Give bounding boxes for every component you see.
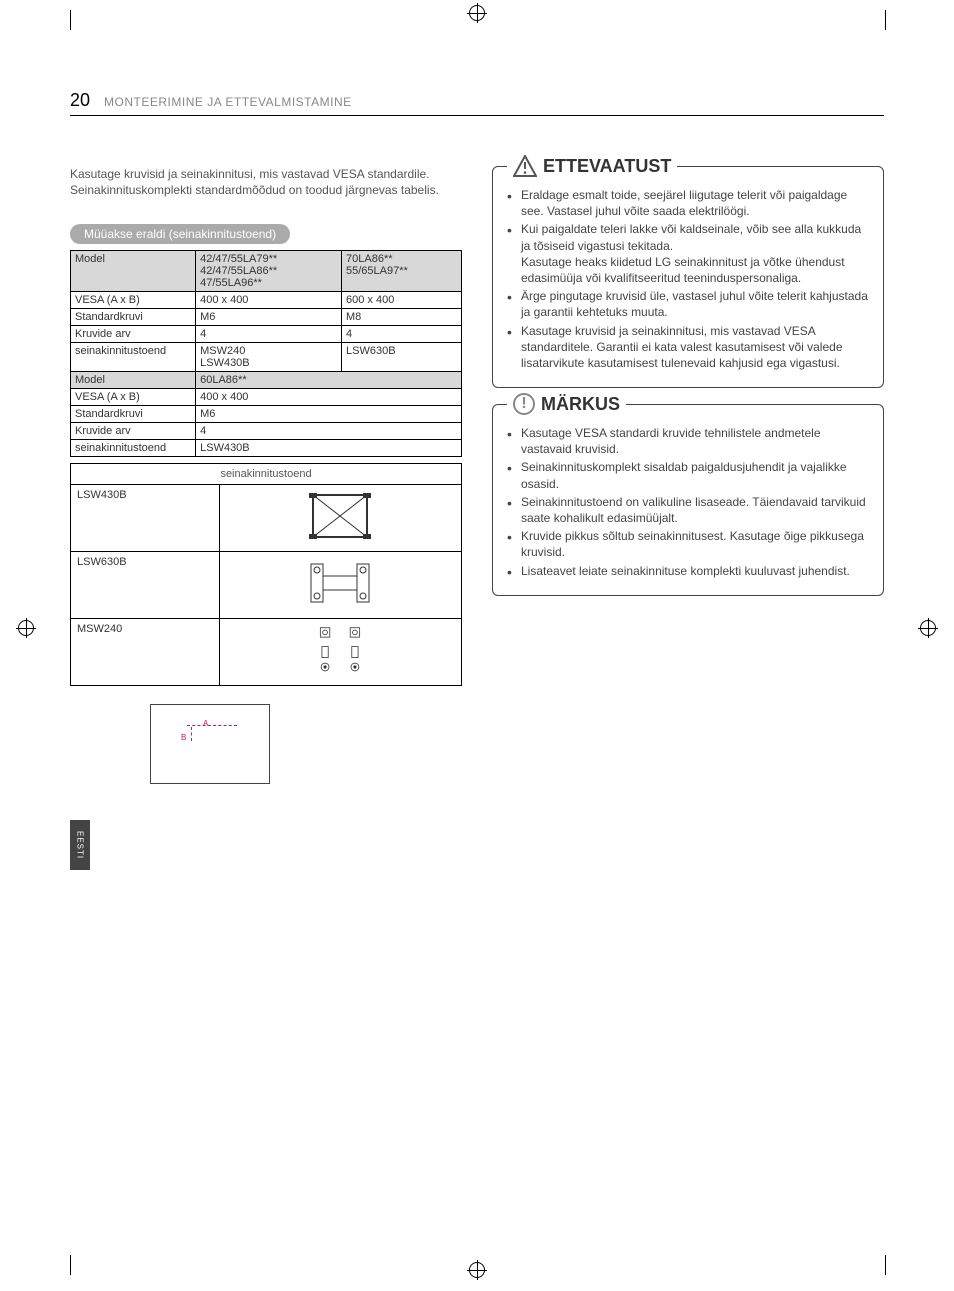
spec-label: Standardkruvi <box>71 406 196 423</box>
table-row: VESA (A x B)400 x 400600 x 400 <box>71 292 462 309</box>
bracket-illustration <box>219 619 461 686</box>
bracket-illustration <box>219 552 461 619</box>
bracket-name: LSW430B <box>71 485 220 552</box>
spec-value: M6 <box>196 309 342 326</box>
table-row: Model60LA86** <box>71 372 462 389</box>
registration-mark <box>18 620 34 636</box>
spec-value: 42/47/55LA79** 42/47/55LA86** 47/55LA96*… <box>196 251 342 292</box>
table-row: LSW430B <box>71 485 462 552</box>
note-item: Seinakinnituskomplekt sisaldab paigaldus… <box>507 459 869 491</box>
crop-mark <box>885 1255 886 1275</box>
right-column: ETTEVAATUST Eraldage esmalt toide, seejä… <box>492 166 884 784</box>
bracket-illustration <box>219 485 461 552</box>
bracket-name: LSW630B <box>71 552 220 619</box>
spec-label: seinakinnitustoend <box>71 343 196 372</box>
table-row: seinakinnitustoendLSW430B <box>71 440 462 457</box>
table-row: MSW240 <box>71 619 462 686</box>
note-title: MÄRKUS <box>541 394 620 415</box>
bracket-name: MSW240 <box>71 619 220 686</box>
crop-mark <box>70 10 71 30</box>
registration-mark <box>920 620 936 636</box>
crop-mark <box>885 10 886 30</box>
caution-item: Kasutage kruvisid ja seinakinnitusi, mis… <box>507 323 869 372</box>
note-item: Kasutage VESA standardi kruvide tehnilis… <box>507 425 869 457</box>
spec-value: MSW240 LSW430B <box>196 343 342 372</box>
spec-label: seinakinnitustoend <box>71 440 196 457</box>
caution-item: Eraldage esmalt toide, seejärel liigutag… <box>507 187 869 219</box>
spec-value: M8 <box>342 309 462 326</box>
left-column: Kasutage kruvisid ja seinakinnitusi, mis… <box>70 166 462 784</box>
section-tab: Müüakse eraldi (seinakinnitustoend) <box>70 224 290 244</box>
spec-value: M6 <box>196 406 462 423</box>
note-item: Seinakinnitustoend on valikuline lisasea… <box>507 494 869 526</box>
spec-value: 600 x 400 <box>342 292 462 309</box>
table-row: StandardkruviM6M8 <box>71 309 462 326</box>
caution-item: Ärge pingutage kruvisid üle, vastasel ju… <box>507 288 869 320</box>
spec-value: 400 x 400 <box>196 292 342 309</box>
spec-value: LSW630B <box>342 343 462 372</box>
spec-table-1: Model42/47/55LA79** 42/47/55LA86** 47/55… <box>70 250 462 372</box>
spec-label: Kruvide arv <box>71 423 196 440</box>
language-tab: EESTI <box>70 820 90 870</box>
note-box: ! MÄRKUS Kasutage VESA standardi kruvide… <box>492 404 884 596</box>
spec-label: Kruvide arv <box>71 326 196 343</box>
note-item: Kruvide pikkus sõltub seinakinnitusest. … <box>507 528 869 560</box>
caution-box: ETTEVAATUST Eraldage esmalt toide, seejä… <box>492 166 884 388</box>
diagram-label-b: B <box>181 733 186 742</box>
warning-icon <box>513 155 537 177</box>
spec-label: VESA (A x B) <box>71 292 196 309</box>
spec-table-2: Model60LA86**VESA (A x B)400 x 400Standa… <box>70 371 462 457</box>
table-row: LSW630B <box>71 552 462 619</box>
spec-label: Model <box>71 251 196 292</box>
caution-item: Kui paigaldate teleri lakke või kaldsein… <box>507 221 869 286</box>
spec-label: Model <box>71 372 196 389</box>
brackets-table: seinakinnitustoend LSW430BLSW630BMSW240 <box>70 463 462 686</box>
registration-mark <box>469 5 485 21</box>
intro-text: Kasutage kruvisid ja seinakinnitusi, mis… <box>70 166 462 198</box>
page-title: MONTEERIMINE JA ETTEVALMISTAMINE <box>104 95 352 109</box>
spec-value: 400 x 400 <box>196 389 462 406</box>
spec-value: 60LA86** <box>196 372 462 389</box>
spec-value: 4 <box>342 326 462 343</box>
table-row: VESA (A x B)400 x 400 <box>71 389 462 406</box>
table-row: StandardkruviM6 <box>71 406 462 423</box>
page-header: 20 MONTEERIMINE JA ETTEVALMISTAMINE <box>70 90 884 116</box>
spec-value: 4 <box>196 326 342 343</box>
spec-label: Standardkruvi <box>71 309 196 326</box>
table-row: Model42/47/55LA79** 42/47/55LA86** 47/55… <box>71 251 462 292</box>
table-row: Kruvide arv44 <box>71 326 462 343</box>
table-row: seinakinnitustoendMSW240 LSW430BLSW630B <box>71 343 462 372</box>
spec-value: 70LA86** 55/65LA97** <box>342 251 462 292</box>
registration-mark <box>469 1262 485 1278</box>
vesa-diagram: A B <box>150 704 270 784</box>
spec-label: VESA (A x B) <box>71 389 196 406</box>
spec-value: LSW430B <box>196 440 462 457</box>
crop-mark <box>70 1255 71 1275</box>
note-icon: ! <box>513 393 535 415</box>
caution-title: ETTEVAATUST <box>543 156 671 177</box>
page-number: 20 <box>70 90 90 111</box>
diagram-label-a: A <box>203 719 208 728</box>
table-row: Kruvide arv4 <box>71 423 462 440</box>
brackets-header: seinakinnitustoend <box>71 464 462 485</box>
note-item: Lisateavet leiate seinakinnituse komplek… <box>507 563 869 579</box>
spec-value: 4 <box>196 423 462 440</box>
